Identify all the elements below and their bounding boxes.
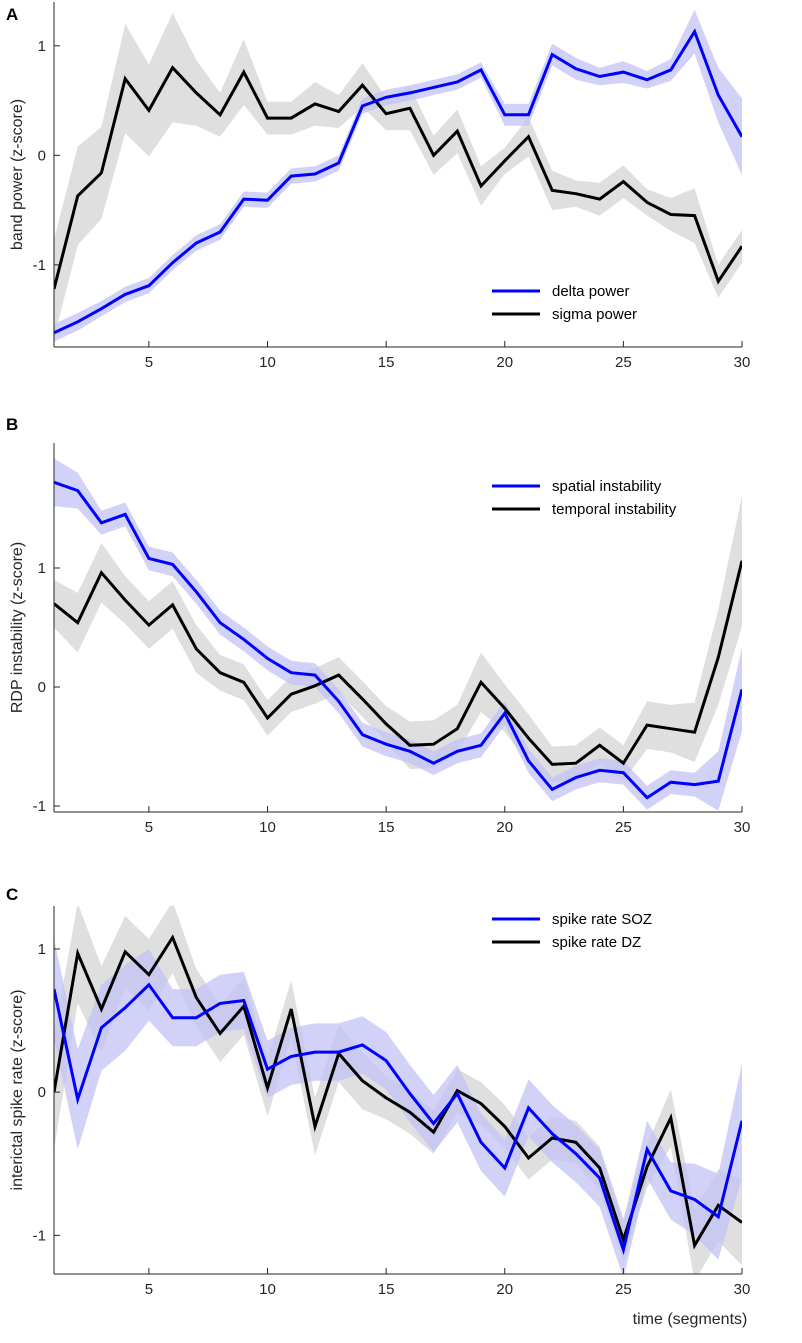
x-tick-label: 15 [378, 1281, 395, 1298]
x-tick-label: 5 [145, 354, 153, 371]
series-line-temporal-instability [54, 560, 742, 766]
x-tick-label: 15 [378, 819, 395, 836]
panel-letter: A [6, 5, 18, 24]
series-line-sigma-power [54, 65, 742, 290]
legend-label: sigma power [552, 306, 637, 323]
x-tick-label: 10 [259, 1281, 276, 1298]
panel-letter: B [6, 415, 18, 434]
y-tick-label: -1 [33, 798, 46, 815]
x-tick-label: 20 [496, 354, 513, 371]
x-tick-label: 15 [378, 354, 395, 371]
y-axis-label: RDP instability (z-score) [9, 542, 26, 713]
legend-label: spike rate SOZ [552, 911, 652, 928]
legend-label: spatial instability [552, 478, 662, 495]
plot-area [54, 906, 742, 1274]
x-tick-label: 30 [734, 354, 751, 371]
x-tick-label: 25 [615, 354, 632, 371]
legend: delta power sigma power [492, 283, 637, 323]
legend-label: temporal instability [552, 501, 677, 518]
panel-a: A 5 10 15 20 25 30 -1 0 1 band power (z-score) delt… [6, 2, 750, 371]
y-tick-label: -1 [33, 1227, 46, 1244]
x-tick-label: 25 [615, 819, 632, 836]
legend: spatial instability temporal instability [492, 478, 677, 518]
x-tick-label: 20 [496, 819, 513, 836]
plot-area [54, 458, 742, 811]
panel-c: C 5 10 15 20 25 30 -1 0 1 interictal spike rate (z… [6, 885, 750, 1328]
y-axis-label: interictal spike rate (z-score) [9, 990, 26, 1191]
y-tick-label: 0 [38, 147, 46, 164]
series-line-spatial-instability [54, 480, 742, 800]
series-line-delta-power [54, 28, 742, 335]
y-tick-label: 1 [38, 560, 46, 577]
error-band-sigma-power [54, 13, 742, 339]
plot-area [54, 9, 742, 342]
y-tick-label: 0 [38, 679, 46, 696]
error-band-spike-rate-soz [54, 938, 742, 1274]
x-tick-label: 25 [615, 1281, 632, 1298]
y-tick-label: 0 [38, 1084, 46, 1101]
x-tick-label: 30 [734, 1281, 751, 1298]
series-line-spike-rate-soz [54, 982, 742, 1256]
y-tick-label: 1 [38, 38, 46, 55]
error-band-spatial-instability [54, 458, 742, 811]
y-axis-label: band power (z-score) [9, 99, 26, 250]
y-tick-label: 1 [38, 941, 46, 958]
x-axis-label: time (segments) [633, 1311, 748, 1328]
x-tick-label: 20 [496, 1281, 513, 1298]
x-tick-label: 10 [259, 354, 276, 371]
x-tick-label: 10 [259, 819, 276, 836]
legend-label: spike rate DZ [552, 934, 641, 951]
y-tick-label: -1 [33, 257, 46, 274]
legend: spike rate SOZ spike rate DZ [492, 911, 652, 951]
x-tick-label: 30 [734, 819, 751, 836]
x-tick-label: 5 [145, 819, 153, 836]
legend-label: delta power [552, 283, 630, 300]
panel-b: B 5 10 15 20 25 30 -1 0 1 RDP instability (z-score… [6, 415, 750, 836]
panel-letter: C [6, 885, 18, 904]
x-tick-label: 5 [145, 1281, 153, 1298]
